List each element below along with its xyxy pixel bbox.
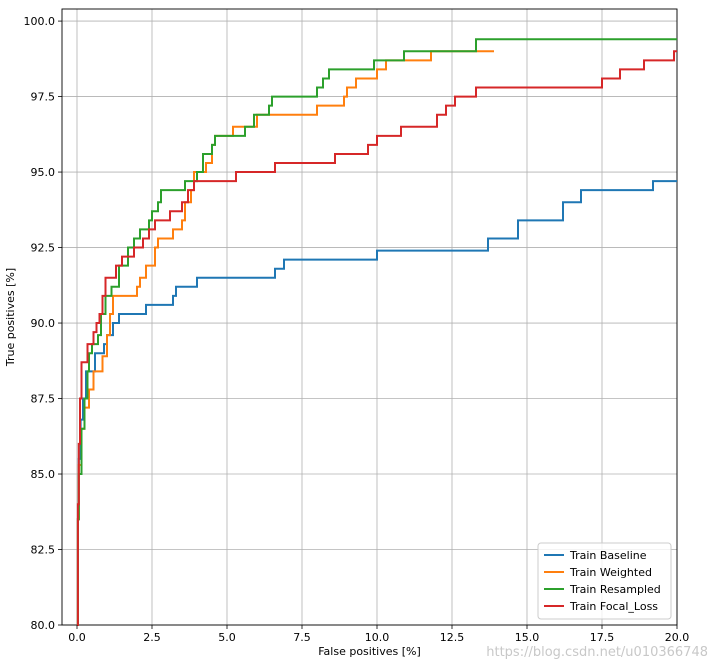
watermark-text: https://blog.csdn.net/u010366748 [486, 645, 708, 660]
x-tick-label: 7.5 [293, 631, 311, 644]
x-tick-label: 0.0 [68, 631, 86, 644]
legend-box [537, 542, 672, 620]
x-axis-ticks: 0.0 2.5 5.0 7.5 10.0 12.5 15.0 17.5 20.0 [68, 625, 689, 644]
y-tick-label: 90.0 [31, 317, 56, 330]
legend-label: Train Resampled [569, 583, 661, 596]
series-line-train-focal-loss [76, 50, 677, 626]
legend-label: Train Focal_Loss [569, 600, 658, 613]
y-tick-label: 95.0 [31, 166, 56, 179]
y-tick-label: 100.0 [24, 15, 56, 28]
series-line-train-resampled [76, 38, 677, 626]
y-axis-label: True positives [%] [4, 268, 17, 367]
y-tick-label: 87.5 [31, 393, 56, 406]
plot-area-frame [61, 8, 678, 626]
x-tick-label: 12.5 [440, 631, 465, 644]
y-tick-label: 85.0 [31, 468, 56, 481]
y-axis-ticks: 80.0 82.5 85.0 87.5 90.0 92.5 95.0 97.5 100.0 [24, 15, 62, 632]
y-tick-label: 82.5 [31, 544, 56, 557]
y-tick-label: 92.5 [31, 242, 56, 255]
x-axis-label: False positives [%] [318, 645, 421, 658]
series-line-train-baseline [76, 180, 677, 626]
grid-lines [62, 9, 678, 626]
x-tick-label: 10.0 [365, 631, 390, 644]
x-tick-label: 15.0 [515, 631, 540, 644]
y-tick-label: 97.5 [31, 91, 56, 104]
series-layer [76, 38, 677, 626]
legend-label: Train Weighted [569, 566, 652, 579]
x-tick-label: 5.0 [218, 631, 236, 644]
x-tick-label: 20.0 [665, 631, 690, 644]
y-tick-label: 80.0 [31, 619, 56, 632]
series-line-train-weighted [76, 50, 494, 626]
legend-label: Train Baseline [569, 549, 647, 562]
x-tick-label: 17.5 [590, 631, 615, 644]
legend: Train Baseline Train Weighted Train Resamp… [537, 542, 672, 620]
x-tick-label: 2.5 [143, 631, 161, 644]
